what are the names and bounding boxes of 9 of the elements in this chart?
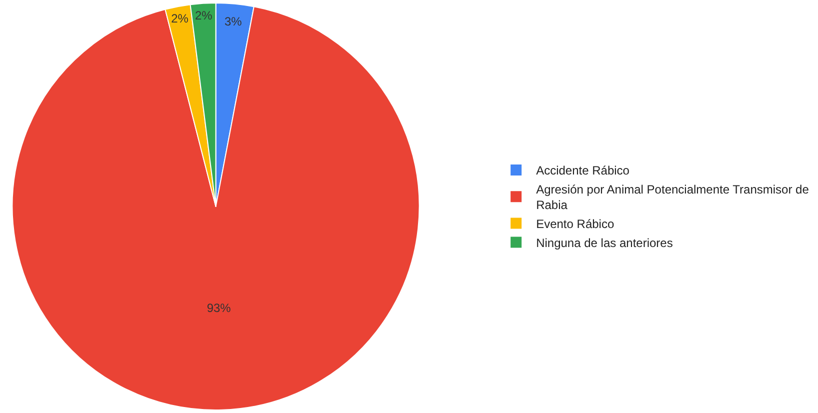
data-label: 2%	[171, 11, 189, 26]
pie-slice	[12, 6, 420, 410]
legend-label: Evento Rábico	[536, 216, 614, 231]
data-label: 93%	[206, 301, 232, 316]
legend-label: Ninguna de las anteriores	[536, 236, 673, 250]
data-label: 2%	[194, 8, 213, 22]
legend-label: Agresión por Animal Potencialmente Transmisor de Rabia	[536, 182, 810, 212]
data-label: 3%	[224, 14, 242, 28]
legend-label: Accidente Rábico	[536, 164, 630, 178]
